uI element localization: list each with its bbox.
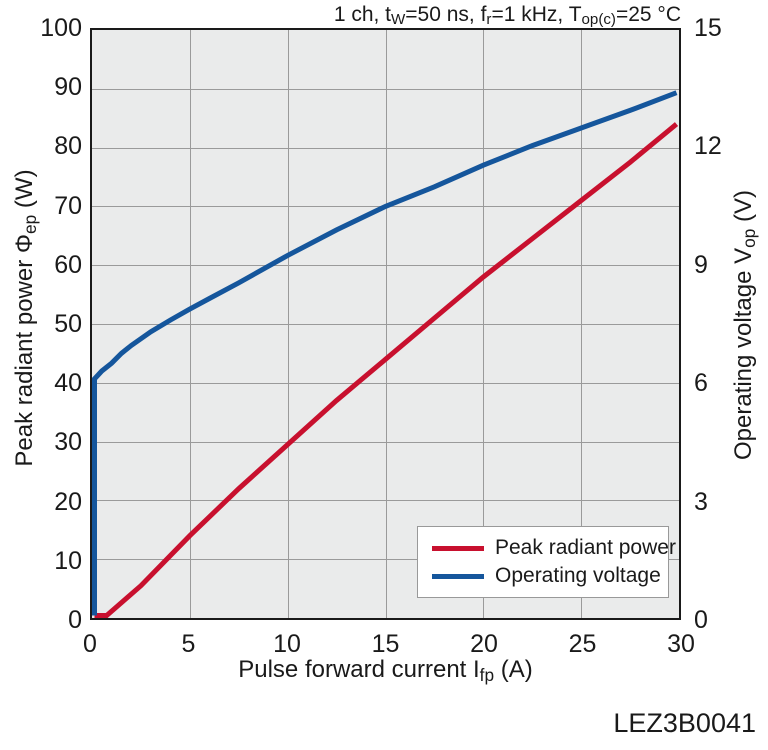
y-axis-left-tick-label: 60 — [54, 250, 82, 279]
y-axis-right-tick-label: 15 — [694, 14, 722, 42]
y-axis-left-tick-label: 20 — [54, 487, 82, 516]
y-axis-left-label: Peak radiant power Φep (W) — [11, 169, 40, 467]
series-line-operating-voltage — [92, 90, 678, 616]
x-axis-tick-label: 30 — [667, 630, 695, 658]
y-axis-left-tick-label: 90 — [54, 73, 82, 102]
y-axis-right-tick-label: 6 — [694, 369, 708, 398]
legend-line-peak-radiant-power-icon — [432, 545, 484, 551]
y-axis-left-tick-label: 30 — [54, 428, 82, 457]
y-axis-left-tick-label: 0 — [68, 606, 82, 634]
x-axis-tick-label: 25 — [568, 630, 597, 658]
y-axis-left-tick-label: 10 — [54, 546, 82, 575]
y-axis-right-tick-label: 0 — [694, 606, 708, 634]
legend-label: Operating voltage — [495, 564, 661, 587]
legend: Peak radiant power Operating voltage — [417, 526, 676, 598]
legend-line-operating-voltage-icon — [432, 573, 484, 579]
y-axis-right-tick-label: 3 — [694, 487, 708, 516]
legend-item: Operating voltage — [432, 564, 661, 588]
y-axis-left-tick-label: 80 — [54, 132, 82, 161]
series-line-peak-radiant-power — [94, 122, 679, 618]
y-axis-right-tick-label: 9 — [694, 250, 708, 279]
x-axis-tick-label: 20 — [470, 630, 498, 658]
y-axis-left-tick-label: 70 — [54, 191, 82, 220]
figure-code: LEZ3B0041 — [613, 708, 756, 738]
x-axis-tick-label: 10 — [273, 630, 301, 658]
y-axis-left-tick-label: 100 — [40, 14, 82, 42]
legend-item: Peak radiant power — [432, 536, 676, 560]
y-axis-right-label: Operating voltage Vop (V) — [730, 189, 759, 461]
y-axis-right-tick-label: 12 — [694, 132, 722, 161]
y-axis-left-tick-label: 50 — [54, 310, 82, 338]
y-axis-left-tick-label: 40 — [54, 369, 82, 398]
x-axis-tick-label: 0 — [83, 630, 97, 658]
plot-area — [90, 28, 681, 620]
x-axis-tick-label: 15 — [371, 630, 400, 658]
x-axis-label: Pulse forward current Ifp (A) — [238, 656, 533, 685]
x-axis-tick-label: 5 — [181, 630, 196, 658]
chart-condition-title: 1 ch, tW=50 ns, fr=1 kHz, Top(c)=25 °C — [333, 3, 681, 29]
legend-label: Peak radiant power — [495, 536, 676, 559]
